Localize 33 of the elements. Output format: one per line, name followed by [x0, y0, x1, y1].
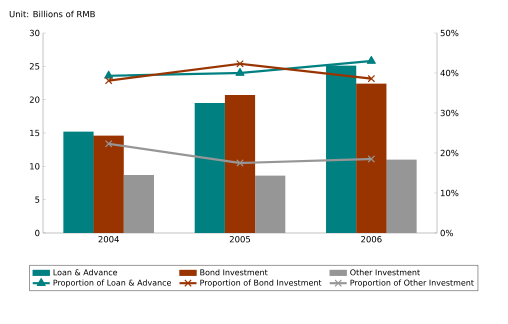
y-tick-label: 0 — [35, 230, 40, 236]
y-tick-label: 30 — [30, 30, 40, 36]
y2-tick-label: 0% — [440, 230, 453, 236]
point — [368, 74, 376, 82]
bar — [63, 132, 94, 233]
point — [236, 159, 244, 167]
bar — [124, 175, 154, 233]
bar — [194, 103, 225, 233]
point — [366, 56, 376, 64]
y2-tick-label: 50% — [440, 30, 458, 36]
y2-tick-label: 40% — [440, 70, 458, 76]
y2-tick-label: 10% — [440, 190, 458, 196]
y-tick-label: 20 — [30, 96, 40, 103]
point — [236, 68, 245, 76]
point — [236, 60, 244, 68]
point — [368, 155, 376, 163]
x-tick-label: 2004 — [98, 236, 119, 242]
y-axis-title: Unit: Billions of RMB — [10, 10, 95, 18]
y-tick-label: 15 — [30, 130, 40, 136]
y-tick-label: 10 — [30, 163, 40, 170]
y2-tick-label: 30% — [440, 110, 458, 116]
y-tick-label: 5 — [35, 196, 40, 203]
point — [104, 76, 112, 84]
bar — [255, 176, 286, 233]
x-tick-label: 2005 — [230, 236, 250, 242]
bar — [224, 95, 256, 233]
x-tick-label: 2006 — [361, 236, 382, 242]
y2-tick-label: 20% — [440, 150, 458, 156]
bar — [94, 136, 124, 233]
bar — [386, 160, 417, 233]
point — [104, 140, 112, 148]
point — [104, 70, 114, 79]
y-tick-label: 25 — [30, 63, 40, 70]
